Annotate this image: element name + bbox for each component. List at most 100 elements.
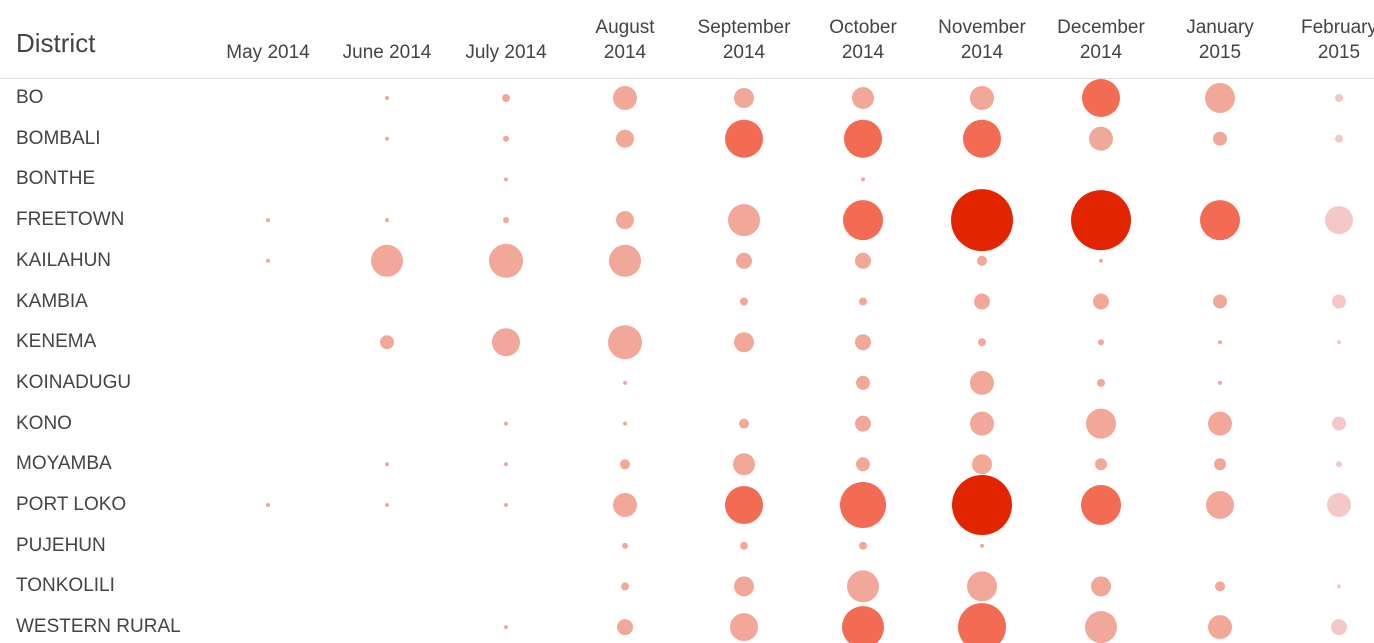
column-header: December 2014 bbox=[1057, 17, 1145, 63]
bubble bbox=[852, 87, 874, 109]
bubble bbox=[1099, 258, 1103, 263]
row-label: KAILAHUN bbox=[16, 249, 112, 271]
bubble bbox=[855, 415, 871, 432]
column-header: May 2014 bbox=[226, 42, 310, 63]
bubble bbox=[503, 135, 509, 142]
bubble bbox=[1091, 576, 1111, 597]
bubble bbox=[1098, 339, 1104, 346]
bubble bbox=[617, 619, 633, 636]
bubble bbox=[1071, 190, 1131, 251]
bubble bbox=[1081, 485, 1121, 525]
bubble bbox=[728, 204, 760, 237]
row-label: PORT LOKO bbox=[16, 494, 127, 515]
column-header: February 2015 bbox=[1300, 17, 1374, 63]
row-label: BOMBALI bbox=[16, 127, 101, 149]
bubble bbox=[1093, 293, 1109, 310]
bubble bbox=[843, 200, 883, 241]
bubble bbox=[978, 338, 986, 347]
bubble bbox=[1082, 79, 1120, 117]
row-label: KONO bbox=[16, 412, 72, 434]
bubble bbox=[1218, 340, 1222, 345]
bubble bbox=[855, 334, 871, 351]
bubble bbox=[1206, 491, 1234, 519]
bubble bbox=[1095, 458, 1107, 471]
bubble bbox=[952, 475, 1012, 535]
bubble bbox=[844, 119, 882, 158]
bubble bbox=[385, 96, 389, 100]
bubble bbox=[616, 129, 634, 148]
bubble bbox=[859, 541, 867, 550]
bubble bbox=[725, 486, 763, 524]
column-header: August 2014 bbox=[595, 17, 655, 63]
bubble bbox=[266, 503, 270, 507]
bubble bbox=[739, 418, 749, 429]
column-header: October 2014 bbox=[829, 17, 897, 63]
bubble bbox=[385, 503, 389, 507]
bubble bbox=[266, 218, 270, 223]
bubble bbox=[502, 94, 510, 102]
column-header: January 2015 bbox=[1186, 17, 1254, 63]
bubble bbox=[1331, 619, 1347, 636]
bubble bbox=[974, 293, 990, 310]
bubble bbox=[504, 503, 508, 507]
bubble bbox=[613, 493, 637, 517]
bubble bbox=[489, 243, 523, 278]
bubble bbox=[736, 252, 752, 269]
bubble bbox=[1336, 461, 1342, 468]
bubble bbox=[385, 218, 389, 223]
bubble bbox=[734, 576, 754, 597]
bubble bbox=[1208, 615, 1232, 640]
bubble bbox=[504, 421, 508, 426]
bubble bbox=[734, 88, 754, 108]
bubble bbox=[1205, 83, 1235, 113]
bubble bbox=[842, 606, 884, 643]
column-header: July 2014 bbox=[465, 42, 547, 63]
bubble bbox=[1086, 408, 1116, 439]
bubble bbox=[266, 258, 270, 263]
bubble bbox=[730, 613, 758, 642]
bubble bbox=[1335, 94, 1343, 102]
bubble bbox=[1213, 294, 1227, 309]
bubble bbox=[847, 570, 879, 603]
bubble bbox=[621, 582, 629, 591]
bubble bbox=[503, 217, 509, 224]
row-label: WESTERN RURAL bbox=[16, 616, 181, 638]
bubble bbox=[1218, 380, 1222, 385]
bubble bbox=[385, 136, 389, 141]
bubble bbox=[504, 625, 508, 630]
bubble bbox=[970, 370, 994, 395]
bubble bbox=[861, 177, 865, 182]
bubble bbox=[970, 411, 994, 436]
bubble bbox=[963, 119, 1001, 158]
bubble bbox=[1327, 493, 1351, 517]
row-label: TONKOLILI bbox=[16, 575, 115, 597]
row-label: PUJEHUN bbox=[16, 534, 106, 556]
bubble bbox=[734, 332, 754, 353]
bubble bbox=[970, 86, 994, 110]
bubble bbox=[1325, 206, 1353, 235]
bubble bbox=[380, 335, 394, 350]
bubble bbox=[740, 541, 748, 550]
bubble bbox=[859, 297, 867, 306]
bubble bbox=[725, 119, 763, 158]
row-label: KAMBIA bbox=[16, 290, 88, 312]
bubble bbox=[623, 421, 627, 426]
bubble bbox=[1097, 378, 1105, 387]
bubble bbox=[504, 177, 508, 182]
bubble bbox=[1335, 134, 1343, 143]
bubble bbox=[840, 482, 886, 528]
row-label: KENEMA bbox=[16, 331, 97, 353]
bubble bbox=[385, 462, 389, 467]
bubble bbox=[620, 459, 630, 470]
bubble bbox=[1332, 416, 1346, 431]
bubble bbox=[616, 211, 634, 230]
bubble bbox=[1337, 340, 1341, 345]
bubble bbox=[856, 375, 870, 390]
bubble bbox=[972, 454, 992, 475]
bubble bbox=[492, 328, 520, 357]
bubble bbox=[613, 86, 637, 110]
column-header: September 2014 bbox=[697, 17, 791, 63]
bubble bbox=[856, 457, 870, 472]
